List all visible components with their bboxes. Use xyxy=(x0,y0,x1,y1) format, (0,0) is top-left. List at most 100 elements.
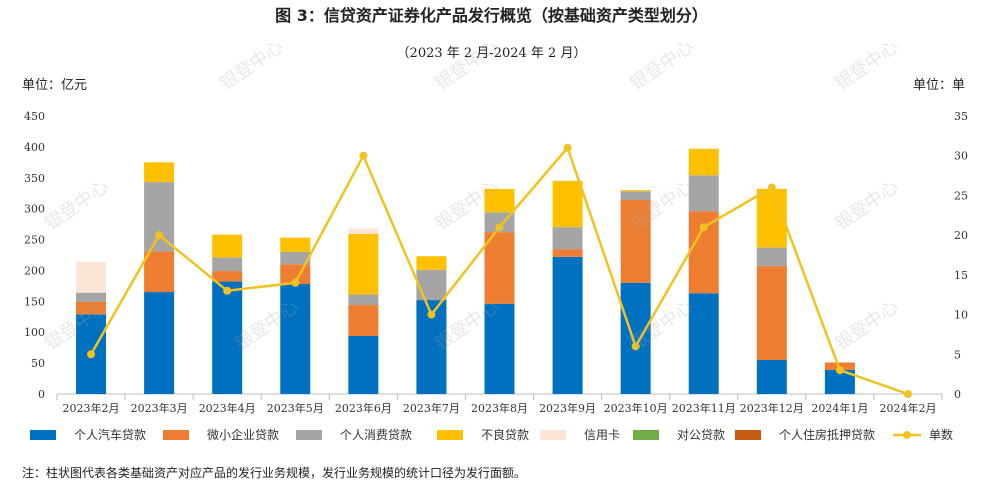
y2-tick-label: 0 xyxy=(954,388,961,401)
bar-segment xyxy=(552,256,583,394)
legend-swatch-marker xyxy=(903,431,911,439)
bar-segment xyxy=(756,266,787,361)
y-tick-label: 50 xyxy=(31,357,45,370)
watermark-text: 银登中心 xyxy=(831,36,902,94)
chart-note: 注：柱状图代表各类基础资产对应产品的发行业务规模，发行业务规模的统计口径为发行面… xyxy=(22,466,527,480)
x-tick-label: 2023年5月 xyxy=(267,401,324,415)
bar-segment xyxy=(552,249,583,257)
y-tick-label: 0 xyxy=(38,388,45,401)
legend-swatch xyxy=(735,430,761,440)
bar-segment xyxy=(76,292,107,302)
bar-segment xyxy=(212,281,243,394)
x-tick-label: 2023年8月 xyxy=(471,401,528,415)
y2-tick-label: 30 xyxy=(954,150,968,163)
bar-segment xyxy=(484,303,515,394)
legend-label: 不良贷款 xyxy=(481,427,529,442)
watermark-text: 银登中心 xyxy=(626,36,697,94)
y2-tick-label: 5 xyxy=(954,348,961,361)
legend-label: 个人汽车贷款 xyxy=(74,427,146,442)
bar-segment xyxy=(416,256,447,270)
bar-segment xyxy=(76,301,107,315)
bar-segment xyxy=(620,191,651,201)
line-point xyxy=(767,183,776,192)
bar-segment xyxy=(348,228,379,234)
bar-segment xyxy=(620,190,651,192)
bar-segment xyxy=(484,232,515,304)
chart-subtitle: （2023 年 2 月-2024 年 2 月） xyxy=(396,46,587,61)
watermark-text: 银登中心 xyxy=(216,36,287,94)
bar-segment xyxy=(144,292,175,394)
line-point xyxy=(155,231,164,240)
right-axis-unit: 单位：单 xyxy=(912,78,965,93)
x-tick-label: 2023年2月 xyxy=(63,401,120,415)
y2-tick-label: 25 xyxy=(954,189,968,202)
bar-segment xyxy=(144,182,175,252)
bar-segment xyxy=(212,257,243,272)
legend-swatch xyxy=(540,430,566,440)
bar-segment xyxy=(280,284,311,394)
line-point xyxy=(699,223,708,232)
watermark-text: 银登中心 xyxy=(41,176,112,234)
bar-segment xyxy=(348,335,379,394)
x-tick-label: 2023年12月 xyxy=(740,401,804,415)
bar-segment xyxy=(280,251,311,265)
y2-tick-label: 20 xyxy=(954,229,968,242)
y-tick-label: 450 xyxy=(24,110,45,123)
watermark-text: 银登中心 xyxy=(831,176,902,234)
line-point xyxy=(495,223,504,232)
y-tick-label: 150 xyxy=(24,295,45,308)
x-tick-label: 2023年4月 xyxy=(199,401,256,415)
y-tick-label: 300 xyxy=(24,203,45,216)
line-point xyxy=(835,366,844,375)
bar-segment xyxy=(756,188,787,248)
watermark-text: 银登中心 xyxy=(831,296,902,354)
legend-swatch xyxy=(163,430,189,440)
bar-segment xyxy=(620,200,651,283)
bar-segment xyxy=(280,237,311,252)
bar-segment xyxy=(756,247,787,267)
line-point xyxy=(223,286,232,295)
bar-segment xyxy=(76,261,107,293)
chart-title: 图 3：信贷资产证券化产品发行概览（按基础资产类型划分） xyxy=(275,6,708,25)
bar-segment xyxy=(144,162,175,183)
y-tick-label: 100 xyxy=(24,326,45,339)
bar-segment xyxy=(688,175,719,212)
bar-segment xyxy=(620,282,651,394)
y-tick-label: 250 xyxy=(24,234,45,247)
legend-label: 微小企业贷款 xyxy=(207,427,279,442)
legend-swatch xyxy=(296,430,322,440)
bar-segment xyxy=(144,251,175,293)
line-point xyxy=(87,350,96,359)
watermark-text: 银登中心 xyxy=(431,36,502,94)
bar-segment xyxy=(688,148,719,176)
bar-segment xyxy=(416,269,447,301)
x-tick-label: 2023年3月 xyxy=(131,401,188,415)
x-tick-label: 2023年10月 xyxy=(604,401,668,415)
x-tick-label: 2024年2月 xyxy=(879,401,936,415)
legend-swatch xyxy=(437,430,463,440)
legend-label: 单数 xyxy=(929,427,953,442)
legend-label: 个人消费贷款 xyxy=(340,428,412,442)
x-tick-label: 2023年7月 xyxy=(403,401,460,415)
y2-tick-label: 35 xyxy=(954,110,968,123)
legend-label: 信用卡 xyxy=(584,428,620,442)
line-point xyxy=(427,310,436,319)
bar-segment xyxy=(212,234,243,258)
line-point xyxy=(359,151,368,160)
left-axis-unit: 单位：亿元 xyxy=(22,78,88,93)
line-point xyxy=(631,342,640,351)
bar-segment xyxy=(348,294,379,306)
legend-swatch xyxy=(633,430,659,440)
legend-label: 对公贷款 xyxy=(677,428,725,442)
bar-segment xyxy=(484,188,515,213)
x-tick-label: 2023年6月 xyxy=(335,401,392,415)
y-tick-label: 400 xyxy=(24,141,45,154)
bar-segment xyxy=(552,227,583,250)
line-point xyxy=(903,390,912,398)
bar-segment xyxy=(552,180,583,228)
y2-tick-label: 15 xyxy=(954,269,968,282)
y-tick-label: 350 xyxy=(24,172,45,185)
line-point xyxy=(563,143,572,152)
x-tick-label: 2024年1月 xyxy=(811,401,868,415)
